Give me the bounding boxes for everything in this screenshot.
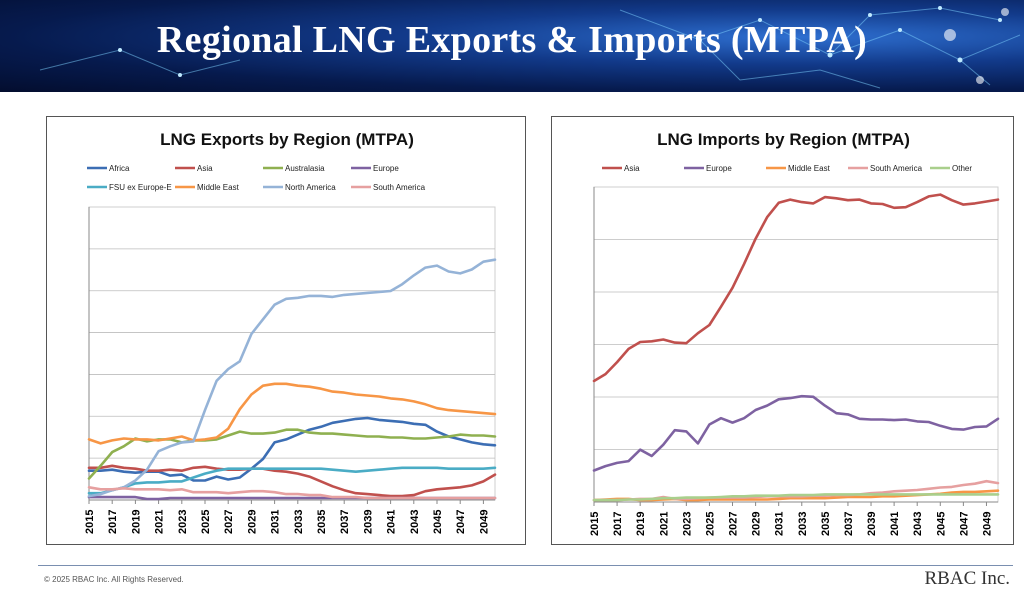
x-tick-label: 2043 [409, 510, 421, 534]
legend-label: North America [285, 183, 336, 192]
legend-item-north-america: North America [263, 183, 336, 192]
x-tick-label: 2041 [386, 510, 398, 534]
title-banner: Regional LNG Exports & Imports (MTPA) [0, 0, 1024, 92]
x-tick-label: 2033 [293, 510, 305, 534]
x-tick-label: 2023 [681, 512, 693, 536]
x-tick-label: 2035 [316, 510, 328, 534]
x-tick-label: 2021 [154, 510, 166, 534]
legend-item-europe: Europe [351, 164, 399, 173]
imports-chart: LNG Imports by Region (MTPA) Asia Europe Mi… [589, 130, 1000, 536]
x-tick-label: 2049 [981, 512, 993, 536]
x-tick-label: 2025 [200, 510, 212, 534]
legend-label: Asia [624, 164, 640, 173]
series-line-other [592, 493, 1000, 502]
brand-name: RBAC Inc. [924, 568, 1011, 589]
legend-label: Europe [706, 164, 732, 173]
series-line-fsu-ex-europe-e [87, 466, 497, 495]
legend-label: South America [373, 183, 426, 192]
network-graphic [39, 6, 1021, 89]
series-line-asia [87, 464, 497, 498]
footer-divider [38, 565, 1013, 566]
legend-label: Middle East [197, 183, 240, 192]
exports-chart: LNG Exports by Region (MTPA) Africa Asia Au… [84, 130, 497, 534]
legend-label: Australasia [285, 164, 325, 173]
x-tick-label: 2017 [107, 510, 119, 534]
legend-label: South America [870, 164, 923, 173]
series-line-south-america [592, 479, 1000, 502]
x-tick-label: 2029 [751, 512, 763, 536]
x-tick-label: 2047 [455, 510, 467, 534]
legend-label: Africa [109, 164, 130, 173]
legend-item-australasia: Australasia [263, 164, 325, 173]
legend-item-middle-east: Middle East [766, 164, 831, 173]
series-line-europe [592, 394, 1000, 472]
x-tick-label: 2019 [130, 510, 142, 534]
series-line-south-america [87, 485, 497, 500]
legend-item-africa: Africa [87, 164, 130, 173]
page-title: Regional LNG Exports & Imports (MTPA) [156, 19, 868, 61]
x-tick-label: 2033 [797, 512, 809, 536]
legend-item-other: Other [930, 164, 972, 173]
legend-label: Other [952, 164, 972, 173]
x-tick-label: 2017 [612, 512, 624, 536]
imports-chart-title: LNG Imports by Region (MTPA) [657, 130, 910, 149]
x-tick-label: 2045 [935, 512, 947, 536]
x-tick-label: 2039 [866, 512, 878, 536]
x-tick-label: 2015 [589, 512, 601, 536]
legend-label: FSU ex Europe-E [109, 183, 172, 192]
legend-item-asia: Asia [602, 164, 640, 173]
x-tick-label: 2015 [84, 510, 96, 534]
legend-item-europe: Europe [684, 164, 732, 173]
x-tick-label: 2043 [912, 512, 924, 536]
series-line-middle-east [87, 382, 497, 445]
x-tick-label: 2021 [658, 512, 670, 536]
legend-label: Asia [197, 164, 213, 173]
x-tick-label: 2031 [774, 512, 786, 536]
plot-area [88, 206, 496, 501]
copyright-text: © 2025 RBAC Inc. All Rights Reserved. [44, 575, 184, 584]
x-tick-label: 2037 [339, 510, 351, 534]
series-line-north-america [87, 258, 497, 498]
legend-item-middle-east: Middle East [175, 183, 240, 192]
imports-chart-panel: LNG Imports by Region (MTPA) Asia Europe Mi… [551, 116, 1014, 545]
x-tick-label: 2023 [177, 510, 189, 534]
x-tick-label: 2049 [478, 510, 490, 534]
series-line-asia [592, 193, 1000, 383]
legend-item-asia: Asia [175, 164, 213, 173]
x-tick-label: 2027 [728, 512, 740, 536]
x-tick-label: 2025 [704, 512, 716, 536]
x-tick-label: 2019 [635, 512, 647, 536]
x-tick-label: 2029 [246, 510, 258, 534]
exports-chart-title: LNG Exports by Region (MTPA) [160, 130, 414, 149]
legend-label: Europe [373, 164, 399, 173]
x-tick-label: 2045 [432, 510, 444, 534]
x-tick-label: 2041 [889, 512, 901, 536]
x-tick-label: 2039 [362, 510, 374, 534]
x-tick-label: 2031 [270, 510, 282, 534]
legend-item-fsu-ex-europe-e: FSU ex Europe-E [87, 183, 172, 192]
exports-chart-panel: LNG Exports by Region (MTPA) Africa Asia Au… [46, 116, 526, 545]
legend-label: Middle East [788, 164, 831, 173]
legend-item-south-america: South America [351, 183, 426, 192]
x-tick-label: 2047 [958, 512, 970, 536]
x-tick-label: 2035 [820, 512, 832, 536]
x-tick-label: 2027 [223, 510, 235, 534]
legend-item-south-america: South America [848, 164, 923, 173]
x-tick-label: 2037 [843, 512, 855, 536]
